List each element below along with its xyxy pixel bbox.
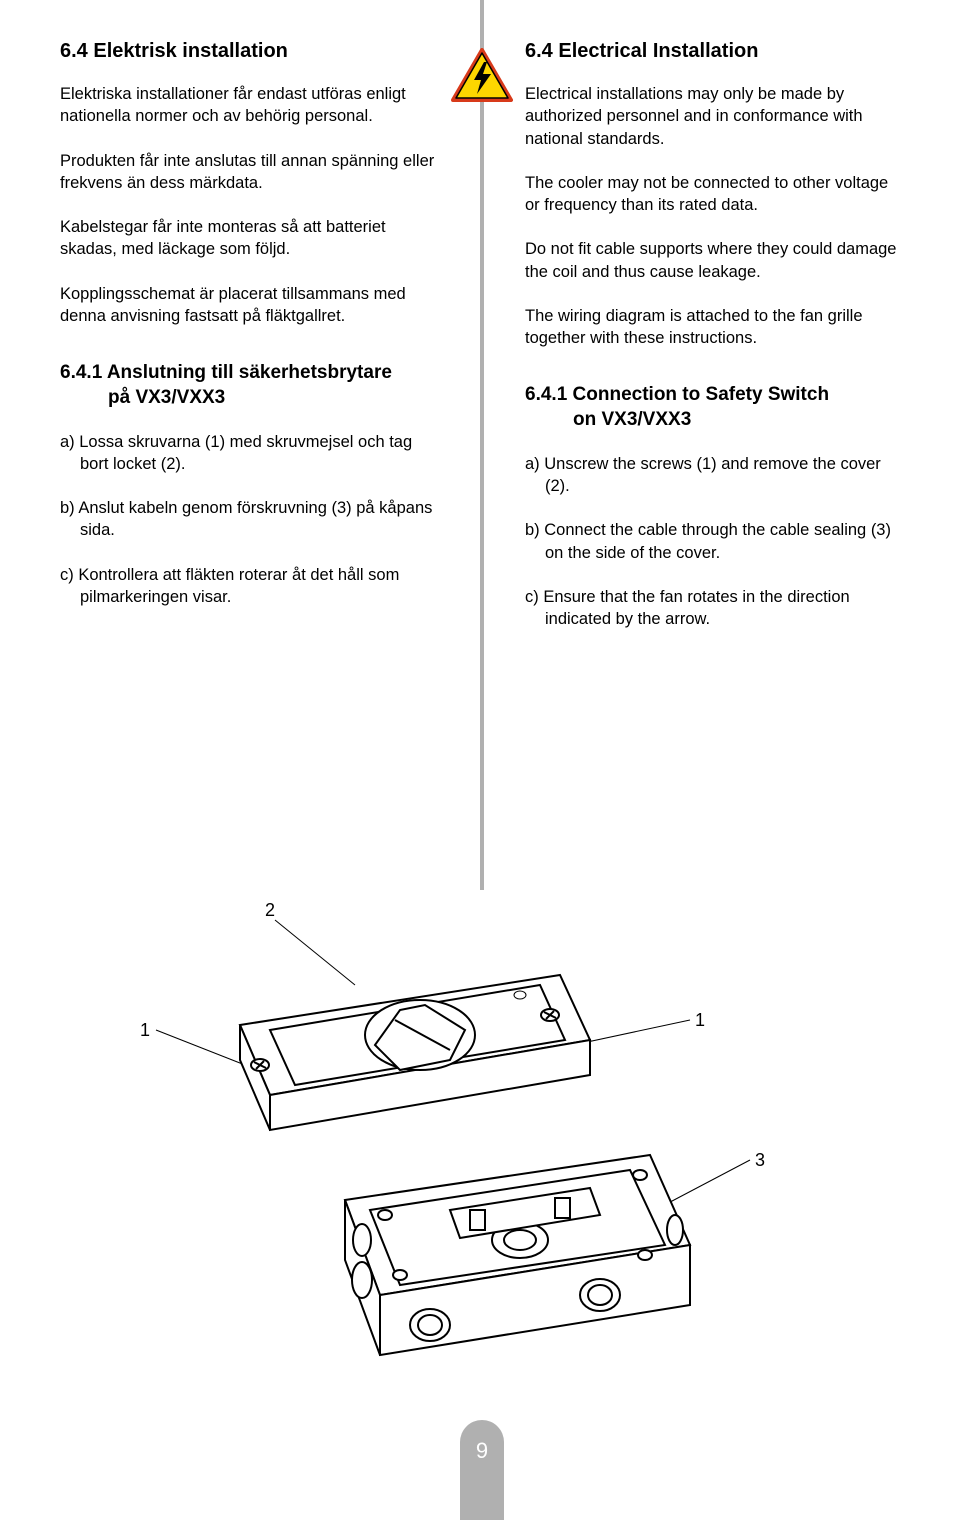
callout-3: 3 bbox=[755, 1150, 765, 1171]
right-heading: 6.4 Electrical Installation bbox=[525, 40, 900, 63]
center-divider-top bbox=[480, 0, 484, 890]
left-subheading-line2: på VX3/VXX3 bbox=[60, 386, 435, 411]
left-step-a: a) Lossa skruvarna (1) med skruvmejsel o… bbox=[60, 431, 435, 476]
left-para-4: Kopplingsschemat är placerat tillsammans… bbox=[60, 283, 435, 328]
right-step-a: a) Unscrew the screws (1) and remove the… bbox=[525, 453, 900, 498]
cover-top bbox=[240, 975, 590, 1130]
right-para-4: The wiring diagram is attached to the fa… bbox=[525, 305, 900, 350]
right-step-c: c) Ensure that the fan rotates in the di… bbox=[525, 586, 900, 631]
left-para-1: Elektriska installationer får endast utf… bbox=[60, 83, 435, 128]
left-subheading: 6.4.1 Anslutning till säkerhetsbrytare p… bbox=[60, 361, 435, 410]
right-subheading: 6.4.1 Connection to Safety Switch on VX3… bbox=[525, 383, 900, 432]
right-column: 6.4 Electrical Installation Electrical i… bbox=[525, 40, 900, 652]
page-number-text: 9 bbox=[476, 1438, 488, 1464]
right-subheading-line2: on VX3/VXX3 bbox=[525, 408, 900, 433]
left-subheading-line1: 6.4.1 Anslutning till säkerhetsbrytare bbox=[60, 362, 392, 383]
right-para-3: Do not fit cable supports where they cou… bbox=[525, 238, 900, 283]
electrical-warning-icon bbox=[451, 48, 513, 102]
left-para-3: Kabelstegar får inte monteras så att bat… bbox=[60, 216, 435, 261]
diagram-svg bbox=[100, 910, 860, 1410]
page-number: 9 bbox=[460, 1420, 504, 1520]
left-column: 6.4 Elektrisk installation Elektriska in… bbox=[60, 40, 435, 652]
safety-switch-diagram: 2 1 1 3 bbox=[100, 910, 860, 1410]
page: 6.4 Elektrisk installation Elektriska in… bbox=[0, 0, 960, 1520]
right-subheading-line1: 6.4.1 Connection to Safety Switch bbox=[525, 384, 829, 405]
callout-1-left: 1 bbox=[140, 1020, 150, 1041]
callout-2: 2 bbox=[265, 900, 275, 921]
callout-1-right: 1 bbox=[695, 1010, 705, 1031]
left-step-c: c) Kontrollera att fläkten roterar åt de… bbox=[60, 564, 435, 609]
left-para-2: Produkten får inte anslutas till annan s… bbox=[60, 150, 435, 195]
right-para-2: The cooler may not be connected to other… bbox=[525, 172, 900, 217]
right-step-b: b) Connect the cable through the cable s… bbox=[525, 519, 900, 564]
left-step-b: b) Anslut kabeln genom förskruvning (3) … bbox=[60, 497, 435, 542]
right-para-1: Electrical installations may only be mad… bbox=[525, 83, 900, 150]
base-box bbox=[345, 1155, 690, 1355]
left-heading: 6.4 Elektrisk installation bbox=[60, 40, 435, 63]
